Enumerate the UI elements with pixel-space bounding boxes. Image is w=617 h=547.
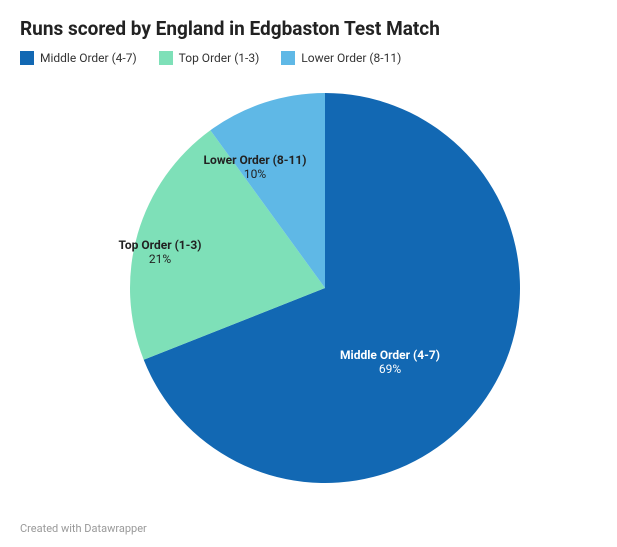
legend-label: Lower Order (8-11)	[301, 51, 401, 65]
pie-slices: Middle Order (4-7) Top Order (1-3) Lower…	[130, 93, 520, 483]
legend-swatch	[281, 51, 295, 65]
legend-item: Middle Order (4-7)	[20, 51, 137, 65]
legend-swatch	[159, 51, 173, 65]
legend-label: Top Order (1-3)	[179, 51, 260, 65]
chart-area: Middle Order (4-7) Top Order (1-3) Lower…	[20, 73, 597, 493]
legend-item: Lower Order (8-11)	[281, 51, 401, 65]
chart-title: Runs scored by England in Edgbaston Test…	[20, 18, 597, 41]
chart-footer: Created with Datawrapper	[20, 522, 147, 535]
legend-item: Top Order (1-3)	[159, 51, 260, 65]
chart-container: Runs scored by England in Edgbaston Test…	[0, 0, 617, 547]
legend-swatch	[20, 51, 34, 65]
pie-chart: Middle Order (4-7) Top Order (1-3) Lower…	[20, 73, 597, 493]
legend-label: Middle Order (4-7)	[40, 51, 137, 65]
legend: Middle Order (4-7) Top Order (1-3) Lower…	[20, 51, 597, 65]
